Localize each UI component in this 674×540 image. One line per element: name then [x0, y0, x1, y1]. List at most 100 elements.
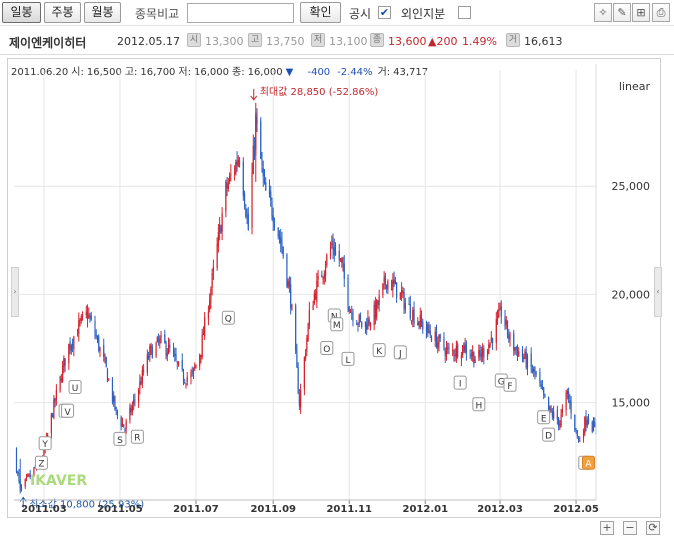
candle-body: [584, 417, 586, 434]
y-tick-label: 20,000: [612, 288, 651, 301]
zoom-in-button[interactable]: +: [600, 521, 614, 535]
draw-line-icon[interactable]: ✎: [613, 3, 631, 22]
candle-body: [592, 422, 595, 432]
compare-input[interactable]: [187, 3, 294, 23]
candle-body: [462, 345, 464, 355]
candle-body: [575, 428, 577, 430]
candle-body: [220, 226, 222, 234]
candle-body: [277, 227, 279, 236]
candle-body: [199, 354, 201, 366]
close-badge-icon: 종: [370, 33, 384, 47]
candle-body: [174, 353, 176, 356]
print-icon[interactable]: ⎙: [652, 3, 670, 22]
x-tick-label: 2011.11: [326, 504, 372, 515]
event-marker-box: [320, 341, 334, 356]
candle-body: [366, 323, 368, 330]
candle-body: [374, 302, 377, 319]
right-collapse-handle[interactable]: ‹: [654, 267, 662, 317]
candle-body: [448, 347, 450, 350]
candle-body: [404, 303, 406, 310]
candle-body: [139, 380, 141, 389]
candle-body: [216, 244, 218, 268]
ohlc-readout: 2011.06.20 시: 16,500 고: 16,700 저: 16,000 종: 16,0…: [11, 63, 431, 78]
x-tick-label: 2011.03: [21, 504, 67, 515]
split-view-icon[interactable]: ⊞: [632, 3, 650, 22]
candle-body: [286, 254, 288, 286]
candle-body: [230, 174, 232, 176]
candle-body: [460, 355, 463, 359]
event-marker-label: K: [376, 347, 383, 357]
candle-body: [413, 308, 415, 324]
event-marker-label: Y: [41, 440, 48, 450]
candle-body: [281, 241, 283, 248]
candle-body: [504, 316, 506, 327]
candle-body: [270, 191, 272, 201]
event-marker-label: D: [545, 432, 552, 442]
zoom-out-button[interactable]: −: [623, 521, 637, 535]
max-arrow-icon: [250, 88, 258, 101]
monthly-button[interactable]: 월봉: [84, 2, 121, 23]
left-collapse-handle[interactable]: ›: [11, 267, 19, 317]
candle-body: [428, 326, 430, 332]
candle-body: [140, 382, 142, 385]
candle-body: [470, 354, 472, 356]
candle-body: [25, 477, 28, 479]
candle-body: [53, 399, 55, 419]
candle-body: [508, 335, 510, 339]
event-marker-label: S: [117, 436, 123, 446]
disclosure-checkbox[interactable]: ✔: [378, 6, 391, 19]
candle-body: [111, 378, 114, 402]
toolbar: 일봉 주봉 월봉 종목비교 확인 공시 ✔ 외인지분 ✧ ✎ ⊞ ⎙: [0, 0, 674, 26]
candle-body: [94, 321, 96, 336]
quote-info-row: 제이엔케이히터 2012.05.17 시 13,300 고 13,750 저 1…: [0, 27, 674, 55]
x-tick-label: 2012.01: [402, 504, 448, 515]
event-marker-label: Z: [38, 460, 44, 470]
candle-body: [378, 295, 380, 305]
candle-body: [251, 172, 253, 228]
candle-body: [576, 430, 578, 437]
candle-body: [323, 273, 325, 279]
candle-body: [495, 319, 497, 343]
reset-zoom-button[interactable]: ⟳: [646, 521, 660, 535]
foreign-ownership-checkbox[interactable]: [458, 6, 471, 19]
candle-body: [280, 237, 282, 244]
candle-body: [409, 303, 411, 319]
candle-body: [256, 117, 258, 124]
candle-body: [184, 382, 186, 384]
candle-body: [483, 348, 485, 358]
weekly-button[interactable]: 주봉: [44, 2, 81, 23]
candle-body: [479, 349, 481, 355]
candle-body: [106, 368, 109, 383]
candle-body: [560, 414, 562, 426]
candle-body: [341, 257, 343, 263]
candle-body: [427, 324, 429, 334]
daily-button[interactable]: 일봉: [2, 2, 41, 23]
candle-body: [394, 280, 396, 285]
candle-body: [47, 434, 49, 438]
candle-body: [89, 316, 91, 319]
candle-body: [364, 321, 367, 327]
candle-body: [24, 479, 26, 487]
candle-body: [539, 371, 541, 383]
confirm-button[interactable]: 확인: [300, 2, 341, 23]
candle-body: [211, 273, 213, 288]
candle-body: [566, 390, 568, 395]
event-marker-box: [537, 410, 551, 425]
volume-badge-icon: 거: [506, 33, 520, 47]
candle-body: [114, 395, 116, 410]
candle-body: [343, 263, 345, 279]
candle-body: [133, 399, 135, 404]
candle-body: [247, 213, 249, 230]
candle-body: [141, 369, 143, 384]
pointer-icon[interactable]: ✧: [594, 3, 612, 22]
event-marker-label: H: [475, 401, 482, 411]
event-marker-box: [113, 431, 127, 446]
candle-body: [265, 181, 267, 191]
candle-body: [245, 208, 247, 217]
candle-body: [252, 145, 254, 174]
candle-body: [313, 293, 315, 304]
candle-body: [295, 305, 297, 351]
candle-body: [430, 337, 433, 342]
candle-body: [577, 438, 580, 441]
candle-body: [103, 345, 105, 357]
